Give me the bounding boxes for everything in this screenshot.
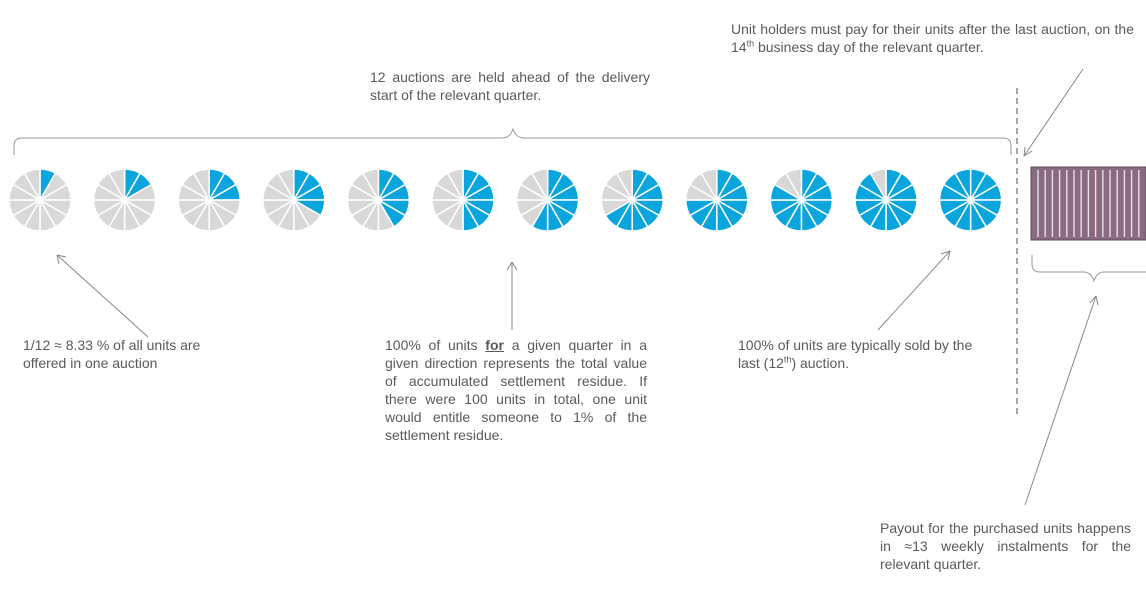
auction-pie-10 (769, 168, 834, 232)
arrow-first-auction-head (56, 254, 67, 265)
arrow-pay-units (1023, 68, 1084, 157)
pie-segment (954, 168, 972, 203)
note-sold-by-last: 100% of units are typically sold by the … (738, 337, 973, 371)
arrow-payout (1024, 295, 1097, 506)
payout-brace (1031, 255, 1146, 283)
note-auctions-held: 12 auctions are held ahead of the delive… (370, 69, 650, 103)
note-unit-holders-pay: Unit holders must pay for their units af… (731, 21, 1134, 55)
auction-pie-1 (8, 168, 72, 232)
payout-instalments-bar (1030, 166, 1146, 241)
note-payout: Payout for the purchased units happens i… (880, 520, 1131, 572)
pie-segment (531, 168, 549, 203)
pie-segment (784, 168, 803, 203)
auction-pie-3 (177, 168, 241, 232)
note-hundred-percent: 100% of units for a given quarter in a g… (385, 337, 647, 443)
pie-segment (869, 168, 887, 203)
pie-segment (361, 168, 380, 203)
pie-segment (108, 168, 126, 203)
pie-segment (700, 168, 718, 203)
arrow-last-auction-head (940, 250, 951, 261)
auction-pie-6 (431, 168, 495, 232)
auction-pie-7 (515, 168, 580, 232)
auction-pie-5 (346, 168, 411, 232)
auction-pie-2 (92, 168, 157, 232)
auction-pie-8 (600, 168, 664, 232)
auction-pies (8, 168, 1003, 232)
note-one-twelfth: 1/12 ≈ 8.33 % of all units are offered i… (23, 337, 201, 371)
annotation-arrows (56, 68, 1099, 506)
arrow-pay-units-head (1023, 146, 1033, 157)
auctions-brace (13, 127, 1012, 155)
arrow-payout-head (1089, 295, 1099, 306)
pie-segment (446, 168, 464, 203)
arrow-first-auction (56, 254, 149, 338)
pie-segment (23, 168, 41, 203)
auction-pie-9 (685, 168, 749, 232)
auction-pie-12 (938, 168, 1003, 232)
auction-pie-4 (262, 168, 326, 232)
pie-segment (615, 168, 633, 203)
pie-segment (277, 168, 295, 203)
arrow-middle-auction-head (506, 261, 518, 271)
pie-segment (192, 168, 210, 203)
arrow-last-auction (877, 250, 951, 331)
auction-pie-11 (854, 168, 918, 232)
